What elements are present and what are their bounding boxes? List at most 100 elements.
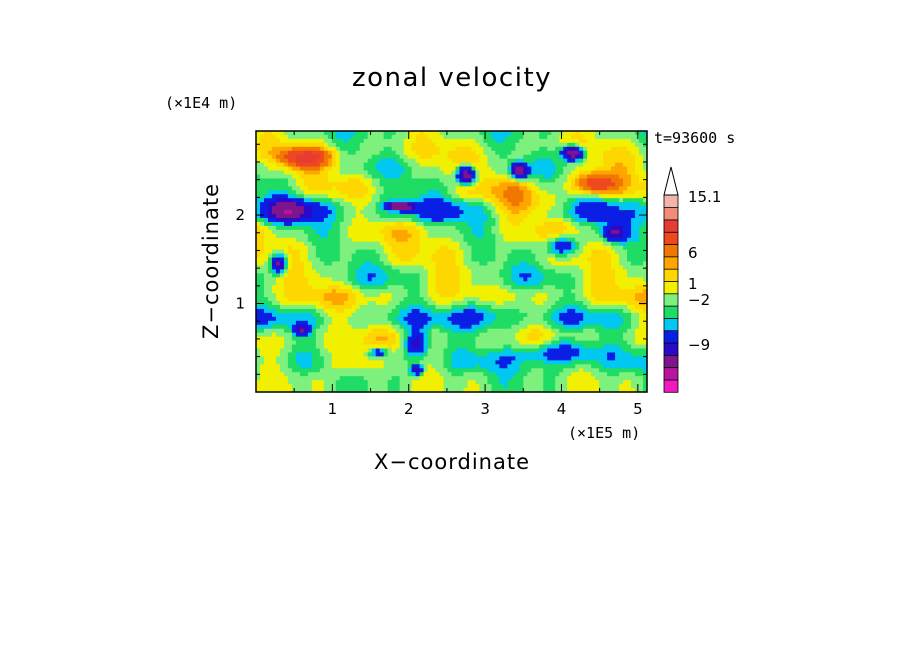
heatmap-cell xyxy=(319,166,325,172)
heatmap-cell xyxy=(535,225,540,231)
heatmap-cell xyxy=(539,297,544,302)
heatmap-cell xyxy=(259,308,265,314)
heatmap-cell xyxy=(335,277,341,282)
heatmap-cell xyxy=(379,301,385,306)
heatmap-cell xyxy=(471,281,477,286)
heatmap-cell xyxy=(595,301,600,306)
heatmap-cell xyxy=(287,320,293,326)
heatmap-cell xyxy=(631,281,636,286)
heatmap-cell xyxy=(563,194,568,199)
heatmap-cell xyxy=(315,218,321,223)
heatmap-cell xyxy=(583,320,588,326)
heatmap-cell xyxy=(427,214,433,219)
heatmap-cell xyxy=(371,162,377,168)
heatmap-cell xyxy=(567,170,572,176)
heatmap-cell xyxy=(463,225,469,231)
heatmap-cell xyxy=(575,308,580,314)
heatmap-cell xyxy=(355,289,361,294)
heatmap-cell xyxy=(591,273,596,278)
heatmap-cell xyxy=(311,297,317,302)
heatmap-cell xyxy=(603,320,608,326)
heatmap-cell xyxy=(487,261,492,267)
heatmap-cell xyxy=(411,312,417,318)
heatmap-cell xyxy=(571,202,576,207)
heatmap-cell xyxy=(323,150,329,156)
heatmap-cell xyxy=(467,154,473,160)
heatmap-cell xyxy=(307,190,313,195)
heatmap-cell xyxy=(499,170,504,176)
heatmap-cell xyxy=(595,265,600,270)
heatmap-cell xyxy=(287,245,293,251)
heatmap-cell xyxy=(507,301,512,306)
heatmap-cell xyxy=(359,134,365,140)
heatmap-cell xyxy=(547,320,552,326)
heatmap-cell xyxy=(591,170,596,176)
heatmap-cell xyxy=(423,273,429,278)
heatmap-cell xyxy=(523,202,528,207)
heatmap-cell xyxy=(539,214,544,219)
heatmap-cell xyxy=(503,142,508,148)
heatmap-cell xyxy=(571,186,576,191)
heatmap-cell xyxy=(643,277,648,282)
heatmap-cell xyxy=(623,316,628,322)
heatmap-cell xyxy=(523,233,528,239)
heatmap-cell xyxy=(415,206,421,211)
heatmap-cell xyxy=(583,245,588,251)
heatmap-cell xyxy=(499,308,504,314)
heatmap-cell xyxy=(491,190,496,195)
heatmap-cell xyxy=(367,277,373,282)
heatmap-cell xyxy=(543,305,548,310)
heatmap-cell xyxy=(363,289,369,294)
heatmap-cell xyxy=(439,308,445,314)
heatmap-cell xyxy=(343,301,349,306)
heatmap-cell xyxy=(391,241,397,247)
heatmap-cell xyxy=(631,150,636,156)
heatmap-cell xyxy=(595,293,600,298)
heatmap-cell xyxy=(631,218,636,223)
heatmap-cell xyxy=(363,186,369,191)
heatmap-cell xyxy=(423,182,429,187)
heatmap-cell xyxy=(387,293,393,298)
heatmap-cell xyxy=(299,182,305,187)
heatmap-cell xyxy=(559,328,564,334)
heatmap-cell xyxy=(407,162,413,168)
heatmap-cell xyxy=(511,131,516,136)
heatmap-cell xyxy=(599,166,604,172)
heatmap-cell xyxy=(459,277,465,282)
heatmap-cell xyxy=(555,273,560,278)
heatmap-cell xyxy=(311,320,317,326)
heatmap-cell xyxy=(519,308,524,314)
heatmap-cell xyxy=(643,202,648,207)
heatmap-cell xyxy=(503,186,508,191)
heatmap-cell xyxy=(295,320,301,326)
heatmap-cell xyxy=(615,146,620,152)
heatmap-cell xyxy=(275,237,281,243)
heatmap-cell xyxy=(447,198,453,203)
heatmap-cell xyxy=(355,324,361,330)
heatmap-cell xyxy=(611,257,616,263)
heatmap-cell xyxy=(575,261,580,267)
heatmap-cell xyxy=(451,265,457,270)
heatmap-cell xyxy=(256,178,261,183)
heatmap-cell xyxy=(611,182,616,187)
heatmap-cell xyxy=(563,237,568,243)
heatmap-cell xyxy=(271,320,277,326)
heatmap-cell xyxy=(623,194,628,199)
heatmap-cell xyxy=(263,249,269,255)
heatmap-cell xyxy=(427,328,433,334)
heatmap-cell xyxy=(327,273,333,278)
heatmap-cell xyxy=(479,146,485,152)
heatmap-cell xyxy=(391,308,397,314)
heatmap-cell xyxy=(311,305,317,310)
heatmap-cell xyxy=(539,308,544,314)
heatmap-cell xyxy=(256,305,261,310)
heatmap-cell xyxy=(399,324,405,330)
heatmap-cell xyxy=(467,305,473,310)
heatmap-cell xyxy=(423,154,429,160)
heatmap-cell xyxy=(355,269,361,274)
heatmap-cell xyxy=(463,273,469,278)
heatmap-cell xyxy=(431,202,437,207)
heatmap-cell xyxy=(535,150,540,156)
heatmap-cell xyxy=(639,320,644,326)
heatmap-cell xyxy=(643,273,648,278)
